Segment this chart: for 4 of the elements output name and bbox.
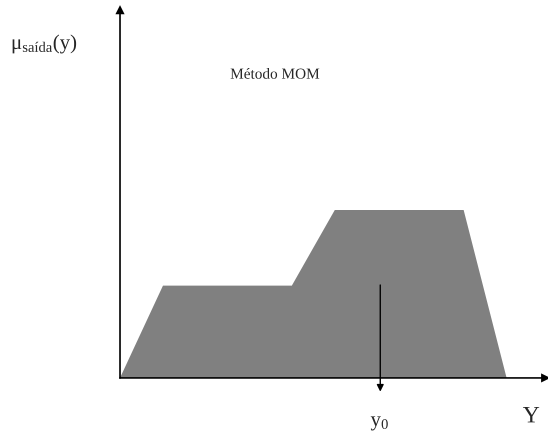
text: μ$_{saída}$(y) [12, 34, 76, 54]
text: Método MOM [230, 68, 320, 79]
text: y$_{0}$ [370, 416, 388, 430]
x-axis-title: Y [522, 406, 540, 422]
